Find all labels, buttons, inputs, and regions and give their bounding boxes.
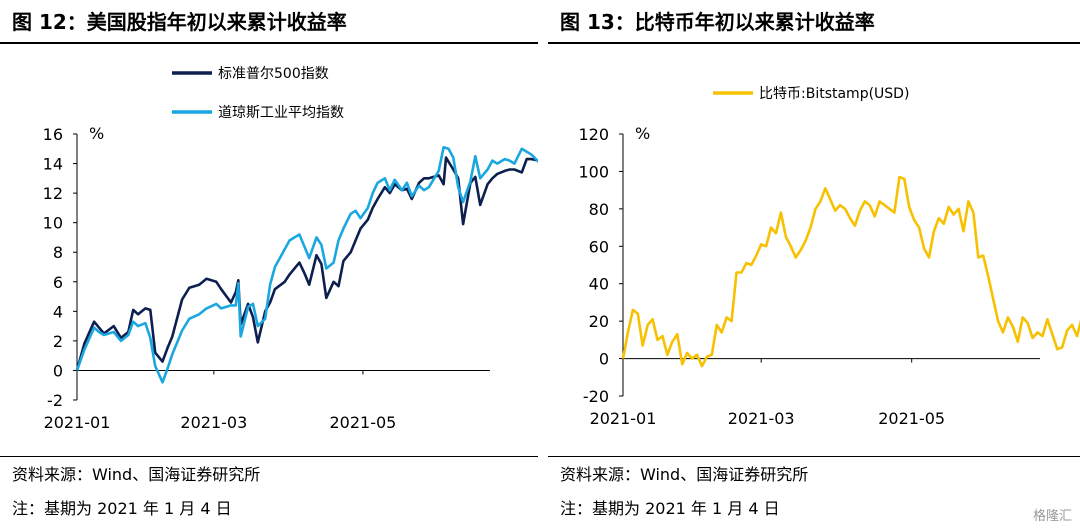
x-tick-label: 2021-01 [44,413,111,432]
x-tick-label: 2021-01 [590,409,657,428]
watermark-logo: 格隆汇 [1032,509,1072,524]
y-tick-label: 0 [599,350,609,369]
source-note: 资料来源：Wind、国海证券研究所 [12,465,261,484]
panel-us-indices: 图 12：美国股指年初以来累计收益率 -2 0 2 4 6 8 10 12 14 16% 2021-… [0,0,538,530]
y-tick-label: 14 [43,155,63,174]
y-tick-label: 100 [578,162,609,181]
legend-label: 比特币:Bitstamp(USD) [759,86,909,102]
y-tick-label: 60 [589,237,609,256]
x-tick-label: 2021-05 [329,413,396,432]
y-tick-label: 4 [53,302,63,321]
y-tick-label: -2 [47,391,63,410]
x-tick-label: 2021-03 [180,413,247,432]
y-tick-label: 16 [43,125,63,144]
footer-rule [0,456,538,457]
y-tick-label: 8 [53,243,63,262]
x-tick-label: 2021-05 [878,409,945,428]
y-tick-label: 2 [53,332,63,351]
legend-label: 道琼斯工业平均指数 [218,105,344,121]
y-tick-label: 120 [578,125,609,144]
title-rule [548,42,1080,44]
y-unit-label: % [635,124,650,143]
footer-rule [548,456,1080,457]
series-line [75,146,538,384]
legend-label: 标准普尔500指数 [218,66,329,82]
base-date-note: 注：基期为 2021 年 1 月 4 日 [12,499,232,518]
y-tick-label: 20 [589,312,609,331]
series-line [75,156,538,371]
y-tick-label: 6 [53,273,63,292]
y-tick-label: 40 [589,275,609,294]
y-tick-label: 12 [43,184,63,203]
base-date-note: 注：基期为 2021 年 1 月 4 日 [560,499,780,518]
y-tick-label: 10 [43,214,63,233]
x-tick-label: 2021-03 [728,409,795,428]
source-note: 资料来源：Wind、国海证券研究所 [560,465,809,484]
chart-title: 图 13：比特币年初以来累计收益率 [560,10,875,34]
chart-us-indices: -2 0 2 4 6 8 10 12 14 16 % 2021-01 2021-03 2021-05 标准普… [43,66,538,432]
series-line [621,175,1080,368]
panel-bitcoin: 图 13：比特币年初以来累计收益率 -20 0 20 40 60 80 100 120% 202… [548,0,1080,530]
y-unit-label: % [89,124,104,143]
y-tick-label: 0 [53,361,63,380]
y-tick-label: -20 [583,387,609,406]
chart-bitcoin: -20 0 20 40 60 80 100 120 % 2021-01 2021-03 2021-05… [578,86,1080,428]
chart-title: 图 12：美国股指年初以来累计收益率 [12,10,347,34]
title-rule [0,42,538,44]
y-tick-label: 80 [589,200,609,219]
